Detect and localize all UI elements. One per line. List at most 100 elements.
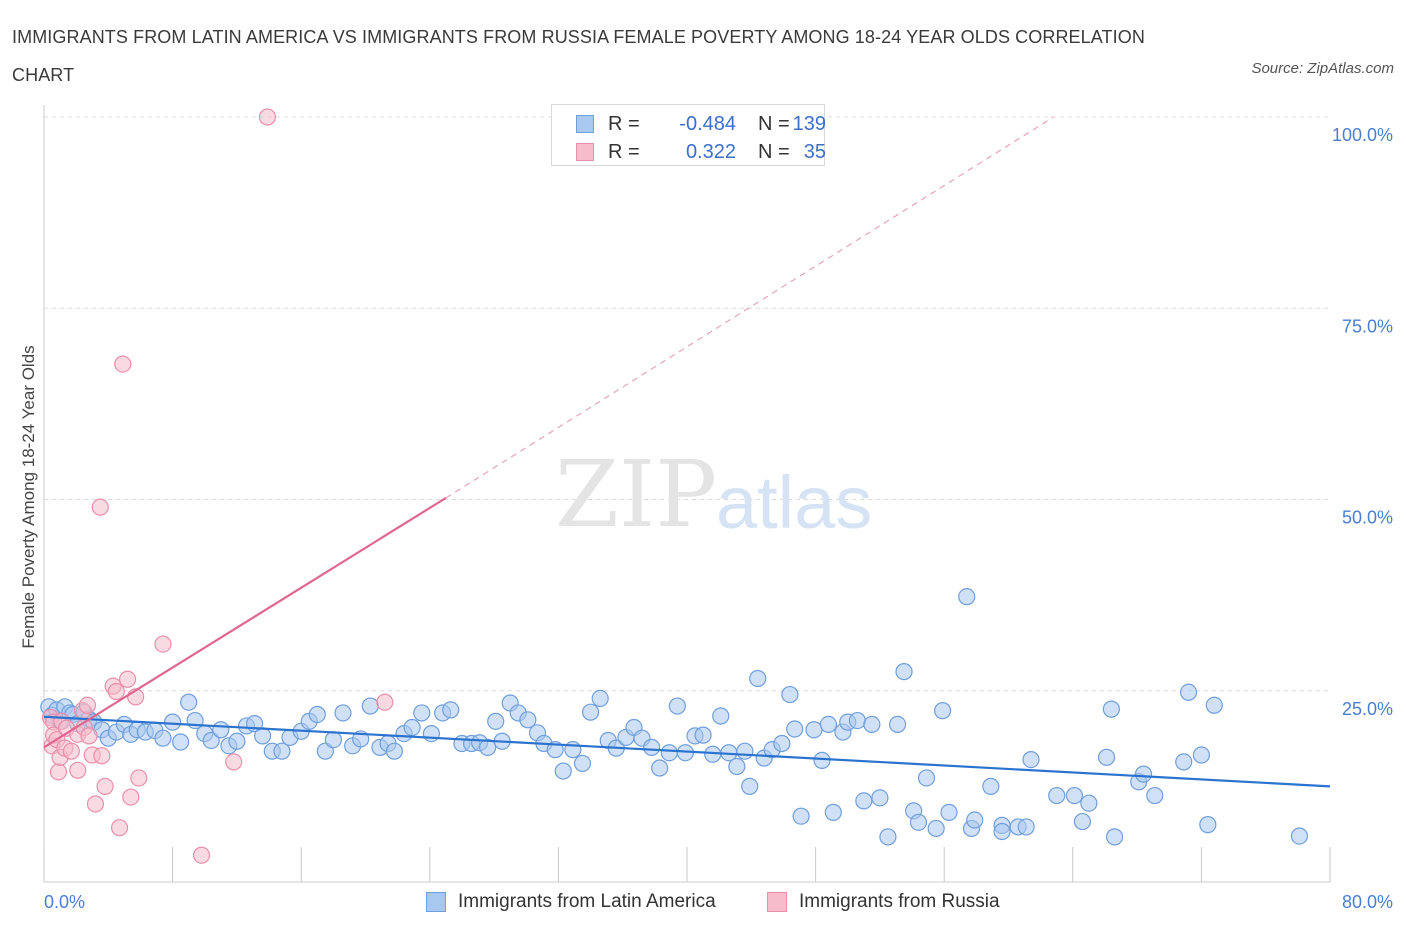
latin-america-point [202,731,220,750]
latin-america-point [848,711,866,730]
latin-america-point [573,754,592,773]
y-axis-title: Female Poverty Among 18-24 Year Olds [19,345,38,648]
russia-point [69,761,87,779]
latin-america-point [1073,812,1092,831]
latin-america-point [909,813,928,831]
r-label: R = [608,113,640,135]
latin-america-point [1134,765,1153,783]
latin-america-point [993,822,1011,841]
russia-point [78,696,97,714]
latin-america-point [1017,818,1035,836]
legend-label: Immigrants from Russia [799,891,1000,912]
r-value: -0.484 [679,113,736,135]
latin-america-point [871,789,889,807]
latin-america-point [1097,748,1116,766]
latin-america-point [940,803,958,821]
latin-america-point [651,759,669,777]
latin-america-point [1205,696,1223,714]
latin-america-point [154,729,172,747]
source-label: Source: ZipAtlas.com [1251,60,1394,77]
latin-america-trend-line [43,715,1331,788]
y-tick-label: 50.0% [1342,508,1393,528]
latin-america-point [1102,700,1120,718]
data-points [40,108,1331,864]
latin-america-point [958,588,976,606]
latin-america-point [643,738,661,756]
russia-point [91,498,109,516]
latin-america-point [982,777,1000,795]
russia-point [122,788,140,806]
latin-america-point [736,742,754,760]
latin-america-point [1179,683,1198,701]
latin-america-point [927,819,945,838]
russia-point [154,635,172,653]
legend-item-russia: Immigrants from Russia [767,888,1027,916]
latin-america-point [805,721,823,739]
latin-america-point [712,707,730,725]
latin-america-point [1290,827,1309,845]
chart-title: IMMIGRANTS FROM LATIN AMERICA VS IMMIGRA… [12,27,1145,85]
russia-point [118,670,137,688]
latin-america-point [361,697,379,715]
latin-america-point [660,744,678,762]
latin-america-point [694,726,712,744]
legend-label: Immigrants from Latin America [458,891,716,912]
russia-point [62,742,80,760]
latin-america-point [172,733,190,751]
russia-point [86,795,105,813]
watermark-zip: ZIP [555,441,717,548]
latin-america-point [888,715,907,734]
russia-point [49,763,68,781]
latin-america-point [1080,794,1098,812]
latin-america-point [819,715,838,734]
latin-america-point [254,727,272,745]
latin-america-point [1175,753,1193,771]
latin-america-point [741,777,759,795]
russia-point [225,753,243,771]
gridlines [44,116,1330,692]
latin-america-point [308,705,326,724]
latin-america-point [1192,746,1211,764]
latin-america-point [1048,786,1066,805]
russia-point [96,777,114,795]
r-label: R = [608,141,640,163]
n-label: N = [758,141,790,163]
legend-item-latin-america: Immigrants from Latin America [426,888,746,916]
latin-america-point [1146,786,1164,805]
latin-america-point [1199,816,1217,834]
russia-point [114,355,132,373]
latin-america-point [413,704,431,722]
latin-america-point [792,807,810,825]
russia-swatch [576,143,594,161]
latin-america-point [728,757,746,776]
latin-america-point [324,731,342,749]
x-tick-label: 80.0% [1342,892,1393,912]
n-value: 35 [803,141,826,163]
latin-america-point [334,704,352,722]
russia-point [130,769,148,787]
latin-america-swatch [576,115,594,133]
latin-america-point [895,663,913,681]
russia-point [107,682,125,701]
russia-point [110,819,129,837]
russia-point [80,727,98,745]
y-tick-label: 100.0% [1332,125,1393,145]
latin-america-point [403,718,421,737]
n-label: N = [758,113,790,135]
latin-america-point [786,720,804,738]
latin-america-point [933,702,952,720]
russia-trend-extension [445,116,1054,499]
watermark-atlas: atlas [716,461,872,544]
legend-swatch-blue [426,892,446,912]
axes [43,105,1331,883]
latin-america-point [228,732,246,750]
latin-america-point [180,693,198,711]
latin-america-point [591,689,609,708]
russia-trend-line [43,497,447,749]
latin-america-point [1022,750,1040,769]
trend-lines [445,116,1054,499]
russia-point [376,693,394,711]
russia-point [258,108,277,126]
tick-labels: 25.0% 50.0% 75.0% 100.0% 0.0% 80.0% [44,125,1393,912]
latin-america-point [773,734,791,753]
